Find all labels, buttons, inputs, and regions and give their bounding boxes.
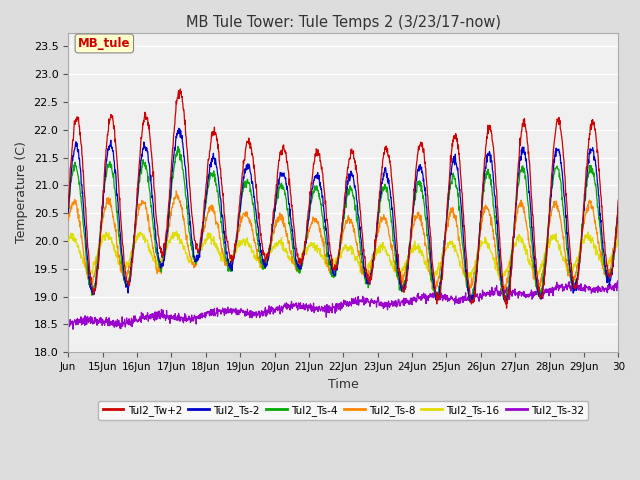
Text: MB_tule: MB_tule xyxy=(78,37,131,50)
X-axis label: Time: Time xyxy=(328,378,358,391)
Title: MB Tule Tower: Tule Temps 2 (3/23/17-now): MB Tule Tower: Tule Temps 2 (3/23/17-now… xyxy=(186,15,500,30)
Legend: Tul2_Tw+2, Tul2_Ts-2, Tul2_Ts-4, Tul2_Ts-8, Tul2_Ts-16, Tul2_Ts-32: Tul2_Tw+2, Tul2_Ts-2, Tul2_Ts-4, Tul2_Ts… xyxy=(99,401,588,420)
Y-axis label: Temperature (C): Temperature (C) xyxy=(15,142,28,243)
